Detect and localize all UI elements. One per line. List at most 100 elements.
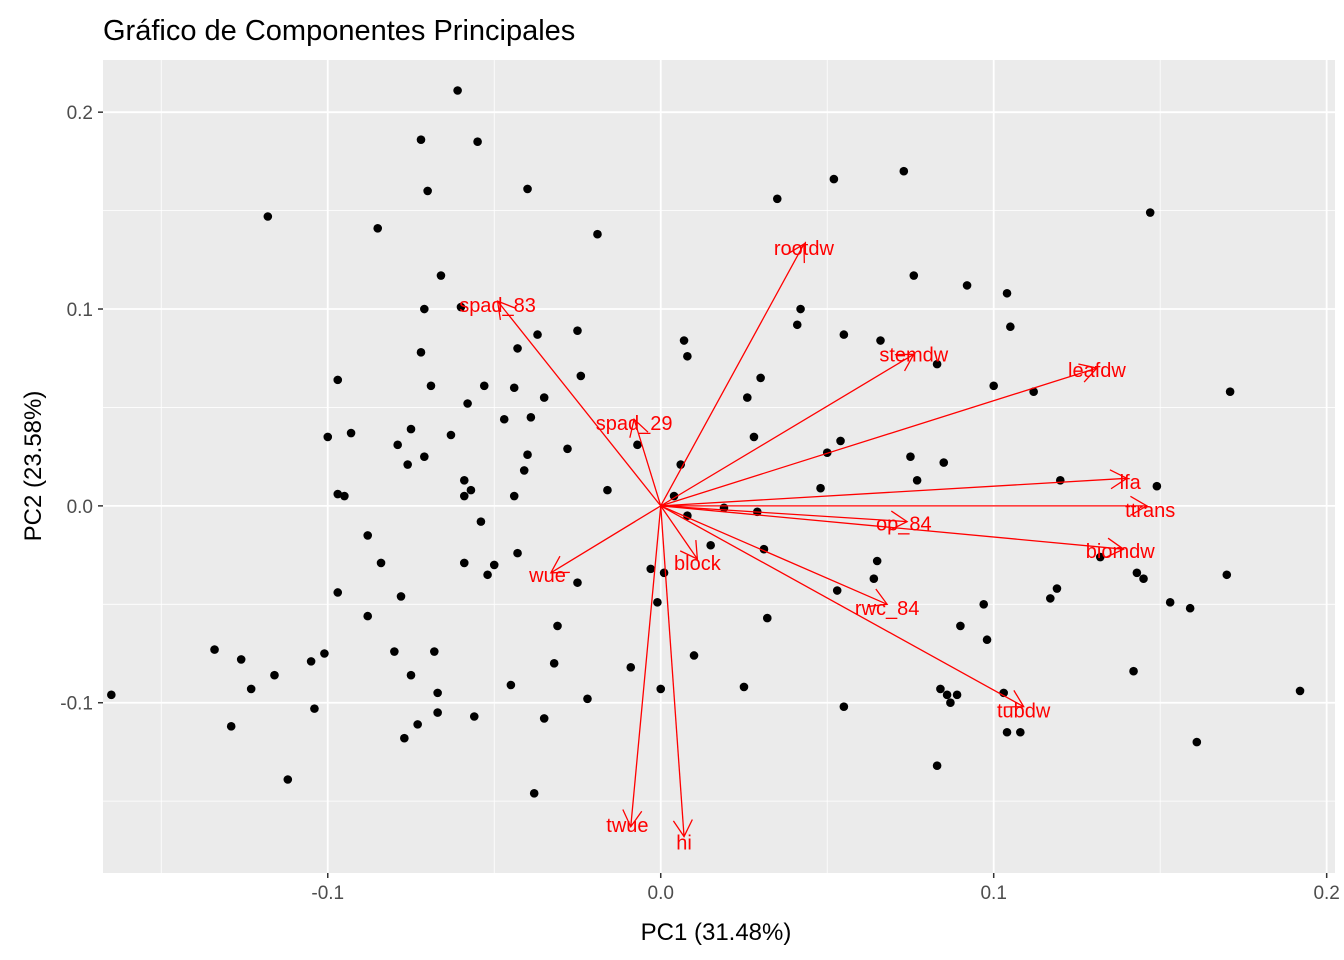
scatter-point <box>306 657 316 666</box>
vector-label-lfa: lfa <box>1120 472 1142 494</box>
scatter-point <box>679 336 689 345</box>
scatter-point <box>549 659 559 668</box>
vector-arrowhead-block <box>679 540 699 561</box>
scatter-point <box>939 458 949 467</box>
vector-label-op_84: op_84 <box>876 514 932 536</box>
scatter-point <box>263 212 273 221</box>
scatter-point <box>872 556 882 566</box>
scatter-point <box>340 491 349 501</box>
vector-label-rootdw: rootdw <box>774 238 835 260</box>
vector-line-rwc_84 <box>660 505 888 605</box>
vector-label-ttrans: ttrans <box>1125 500 1175 522</box>
scatter-point <box>743 393 752 402</box>
vector-line-spad_29 <box>633 419 662 507</box>
scatter-point <box>1006 322 1015 332</box>
x-tick-label: -0.1 <box>311 883 344 904</box>
scatter-point <box>1152 481 1162 491</box>
vector-line-stemdw <box>660 353 915 507</box>
scatter-point <box>469 712 479 721</box>
scatter-point <box>689 651 699 660</box>
scatter-point <box>473 137 482 146</box>
scatter-point <box>956 621 965 631</box>
scatter-point <box>1185 603 1195 613</box>
vector-label-rwc_84: rwc_84 <box>855 598 919 620</box>
vector-line-tubdw <box>660 505 1024 708</box>
scatter-point <box>633 440 642 450</box>
scatter-point <box>463 399 472 408</box>
y-tick-label: -0.1 <box>60 694 93 715</box>
vector-line-op_84 <box>660 505 908 523</box>
scatter-point <box>509 383 519 393</box>
scatter-point <box>420 304 429 314</box>
vector-line-block <box>660 505 698 560</box>
scatter-point <box>533 330 542 339</box>
scatter-point <box>363 531 373 540</box>
scatter-point <box>513 548 522 558</box>
scatter-point <box>483 570 492 580</box>
scatter-point <box>459 491 469 501</box>
scatter-point <box>979 599 989 609</box>
scatter-point <box>453 86 462 95</box>
scatter-point <box>989 381 999 391</box>
vector-label-hi: hi <box>676 832 692 854</box>
scatter-point <box>869 574 879 584</box>
scatter-point <box>526 412 536 422</box>
scatter-point <box>509 491 519 501</box>
scatter-point <box>459 558 469 568</box>
scatter-point <box>749 432 759 442</box>
scatter-point <box>373 224 383 233</box>
scatter-point <box>489 560 499 570</box>
vector-arrowhead-wue <box>549 555 570 574</box>
vector-arrowhead-spad_83 <box>496 300 516 321</box>
scatter-point <box>1046 594 1055 603</box>
scatter-point <box>499 414 509 424</box>
vector-label-spad_29: spad_29 <box>596 413 673 435</box>
scatter-point <box>107 690 116 700</box>
scatter-point <box>962 281 972 290</box>
scatter-point <box>829 174 839 184</box>
scatter-point <box>772 194 782 204</box>
scatter-point <box>1132 568 1142 578</box>
scatter-point <box>1129 666 1138 676</box>
scatter-point <box>400 733 409 743</box>
scatter-point <box>593 229 602 239</box>
plot-panel <box>103 60 1335 873</box>
scatter-point <box>839 702 849 711</box>
scatter-point <box>1002 727 1012 737</box>
scatter-point <box>456 302 466 312</box>
scatter-point <box>832 586 842 595</box>
scatter-point <box>573 326 582 335</box>
vector-line-hi <box>660 505 685 837</box>
scatter-point <box>376 558 386 568</box>
scatter-point <box>1029 387 1038 396</box>
vector-arrowhead-tubdw <box>1004 690 1025 708</box>
scatter-point <box>756 373 765 383</box>
vector-label-stemdw: stemdw <box>879 344 948 366</box>
scatter-point <box>270 670 279 680</box>
scatter-point <box>416 348 426 357</box>
scatter-point <box>210 645 219 654</box>
scatter-point <box>576 371 586 381</box>
scatter-point <box>792 320 802 330</box>
scatter-point <box>1095 552 1105 562</box>
vector-label-wue: wue <box>528 565 566 587</box>
scatter-point <box>1055 475 1065 485</box>
vector-line-lfa <box>660 477 1127 507</box>
scatter-point <box>363 611 373 621</box>
scatter-point <box>1225 387 1235 396</box>
scatter-point <box>656 684 666 694</box>
scatter-point <box>333 489 343 499</box>
scatter-point <box>333 588 343 597</box>
scatter-point <box>226 722 236 731</box>
scatter-point <box>323 432 333 442</box>
scatter-point <box>1222 570 1232 580</box>
vector-arrowhead-lfa <box>1109 469 1129 490</box>
scatter-point <box>416 135 426 145</box>
vector-line-rootdw <box>660 243 805 507</box>
scatter-point <box>459 475 469 485</box>
scatter-point <box>906 452 915 461</box>
vector-arrowhead-ttrans <box>1130 495 1149 516</box>
scatter-point <box>333 375 343 385</box>
scatter-point <box>519 466 529 475</box>
vector-arrowhead-rootdw <box>787 242 805 264</box>
